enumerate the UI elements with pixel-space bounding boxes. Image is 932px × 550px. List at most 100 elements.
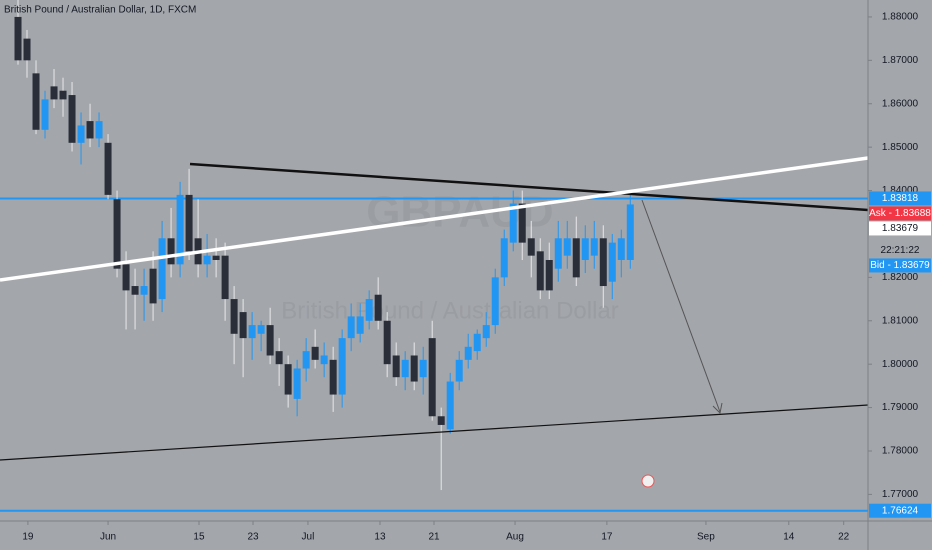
candle-body	[590, 238, 598, 256]
candle-body	[32, 73, 40, 130]
x-tick-label: 13	[374, 532, 386, 543]
candle-body	[59, 90, 67, 100]
candle-body	[113, 199, 121, 269]
candle-body	[374, 294, 382, 321]
candle-body	[248, 325, 256, 339]
candle-body	[329, 359, 337, 395]
countdown: 22:21:22	[881, 245, 920, 256]
candle-body	[338, 338, 346, 395]
y-tick-label: 1.86000	[882, 98, 919, 109]
price-tag	[869, 221, 931, 236]
candle-body	[212, 255, 220, 260]
y-tick-label: 1.87000	[882, 55, 919, 66]
candle-body	[140, 286, 148, 295]
candle-body	[311, 346, 319, 360]
x-tick-label: Jul	[302, 532, 315, 543]
candle-body	[257, 325, 265, 334]
candle-body	[302, 351, 310, 369]
event-icon[interactable]	[641, 474, 655, 488]
x-tick-label: 21	[428, 532, 440, 543]
candle-body	[401, 359, 409, 378]
candle-body	[266, 325, 274, 356]
candle-body	[563, 238, 571, 256]
candle-body	[122, 264, 130, 291]
candle-body	[365, 299, 373, 321]
x-tick-label: 19	[22, 532, 34, 543]
candle-body	[464, 346, 472, 360]
candle-body	[482, 325, 490, 339]
candle-body	[23, 38, 31, 61]
candle-body	[419, 359, 427, 378]
candle-body	[293, 368, 301, 399]
candle-body	[581, 238, 589, 260]
x-tick-label: 14	[783, 532, 795, 543]
candle-body	[320, 355, 328, 365]
price-tag-label: 1.83679	[882, 223, 919, 234]
candle-body	[167, 238, 175, 265]
candle-body	[599, 238, 607, 287]
candle-body	[221, 255, 229, 300]
x-tick-label: Sep	[697, 532, 715, 543]
candle-body	[14, 16, 22, 61]
x-tick-label: 17	[601, 532, 613, 543]
chart-title: British Pound / Australian Dollar, 1D, F…	[4, 5, 196, 16]
candle-body	[203, 255, 211, 265]
candle-body	[131, 286, 139, 295]
level-tag	[869, 191, 931, 206]
arrow-head	[712, 402, 723, 415]
candle-body	[176, 194, 184, 265]
candle-body	[77, 125, 85, 143]
level-tag-label: 1.76624	[882, 505, 919, 516]
trendline	[0, 404, 869, 461]
candle-body	[86, 121, 94, 139]
arrow	[641, 199, 721, 413]
level-tag-label: 1.83818	[882, 193, 919, 204]
y-tick-label: 1.81000	[882, 315, 919, 326]
candle-body	[41, 99, 49, 130]
price-tag	[869, 258, 931, 273]
candle-body	[455, 359, 463, 382]
candle-body	[275, 351, 283, 365]
candle-body	[518, 203, 526, 243]
candle-body	[383, 320, 391, 365]
price-tag-label: Bid - 1.83679	[870, 260, 930, 271]
candle-body	[95, 121, 103, 139]
candle-body	[104, 142, 112, 195]
watermark-description: British Pound / Australian Dollar	[281, 297, 619, 324]
candle-body	[500, 238, 508, 278]
y-tick-label: 1.78000	[882, 446, 919, 457]
candle-body	[545, 260, 553, 291]
candle-body	[536, 251, 544, 291]
candle-body	[626, 204, 634, 260]
candle-body	[158, 238, 166, 300]
candle-body	[239, 312, 247, 339]
candle-body	[572, 238, 580, 278]
candle-body	[473, 333, 481, 352]
candle-body	[149, 268, 157, 304]
candle-body	[437, 416, 445, 425]
price-tag-label: Ask - 1.83688	[869, 208, 931, 219]
candle-body	[509, 203, 517, 243]
candle-body	[554, 238, 562, 269]
y-tick-label: 1.84000	[882, 185, 919, 196]
candle-body	[347, 316, 355, 339]
x-tick-label: 22	[838, 532, 850, 543]
candle-body	[50, 86, 58, 100]
x-tick-label: 23	[247, 532, 259, 543]
y-tick-label: 1.88000	[882, 12, 919, 23]
candle-body	[410, 355, 418, 382]
candle-body	[446, 381, 454, 430]
trendline	[189, 162, 869, 212]
candle-body	[527, 238, 535, 256]
x-tick-label: Aug	[506, 532, 524, 543]
candle-body	[491, 277, 499, 326]
y-tick-label: 1.82000	[882, 272, 919, 283]
x-tick-label: Jun	[100, 532, 116, 543]
candle-body	[608, 242, 616, 282]
y-tick-label: 1.80000	[882, 359, 919, 370]
x-tick-label: 15	[193, 532, 205, 543]
candle-body	[356, 316, 364, 334]
